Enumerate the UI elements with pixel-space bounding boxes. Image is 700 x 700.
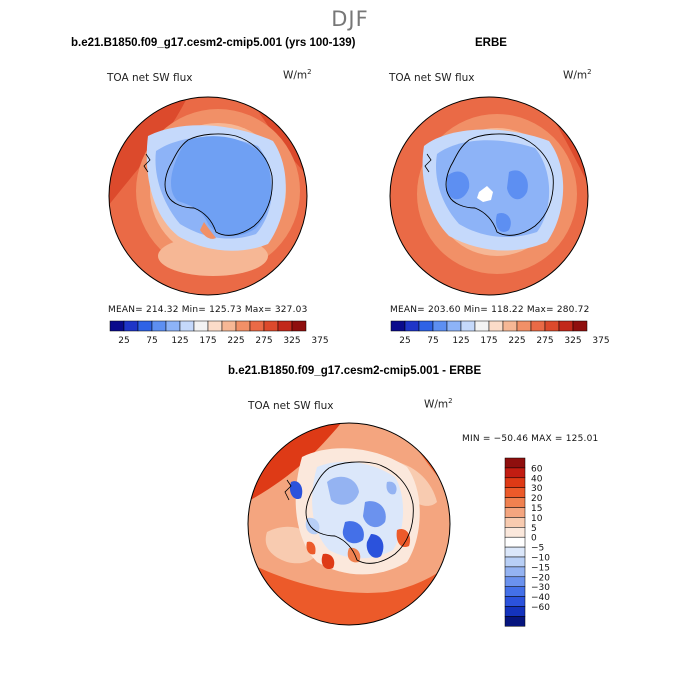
colorbar-swatch [530, 320, 546, 332]
colorbar-swatch [504, 507, 526, 518]
colorbar-swatch [165, 320, 181, 332]
colorbar-tick-label: 225 [227, 336, 244, 346]
colorbar-swatch [572, 320, 588, 332]
diff-panel-title: b.e21.B1850.f09_g17.cesm2-cmip5.001 - ER… [228, 365, 482, 377]
obs-variable-label: TOA net SW flux [389, 72, 475, 84]
colorbar-swatch [504, 566, 526, 578]
colorbar-swatch [504, 517, 526, 528]
colorbar-swatch [504, 487, 526, 498]
colorbar-swatch [249, 320, 265, 332]
colorbar-swatch [504, 546, 526, 558]
colorbar-swatch [207, 320, 223, 332]
colorbar-swatch [516, 320, 532, 332]
colorbar-tick-label: 75 [146, 336, 157, 346]
colorbar-swatch [137, 320, 153, 332]
season-title: DJF [331, 7, 369, 31]
colorbar-tick-label: 375 [592, 336, 609, 346]
colorbar-tick-label: −20 [531, 573, 550, 583]
colorbar-swatch [179, 320, 195, 332]
obs-colorbar: 25 75 125 175 225 275 325 375 [390, 320, 610, 346]
colorbar-swatch [263, 320, 279, 332]
obs-polar-map [389, 96, 589, 296]
colorbar-tick-label: 175 [480, 336, 497, 346]
colorbar-tick-label: 275 [536, 336, 553, 346]
obs-stats: MEAN= 203.60 Min= 118.22 Max= 280.72 [390, 305, 590, 315]
colorbar-swatch [291, 320, 307, 332]
colorbar-tick-label: 25 [399, 336, 410, 346]
colorbar-swatch [221, 320, 237, 332]
colorbar-tick-label: 125 [171, 336, 188, 346]
colorbar-tick-label: 0 [531, 534, 537, 544]
colorbar-tick-label: 325 [564, 336, 581, 346]
colorbar-tick-label: −40 [531, 593, 550, 603]
colorbar-tick-label: 175 [199, 336, 216, 346]
colorbar-swatch [504, 457, 526, 469]
colorbar-tick-label: 30 [531, 484, 543, 494]
colorbar-swatch [123, 320, 139, 332]
colorbar-tick-label: 275 [255, 336, 272, 346]
colorbar-swatch [432, 320, 448, 332]
colorbar-swatch [109, 320, 125, 332]
colorbar-swatch [558, 320, 574, 332]
colorbar-tick-label: 325 [283, 336, 300, 346]
colorbar-swatch [390, 320, 406, 332]
model-stats: MEAN= 214.32 Min= 125.73 Max= 327.03 [108, 305, 308, 315]
diff-units-label: W/m2 [424, 397, 453, 411]
colorbar-swatch [193, 320, 209, 332]
model-panel-title: b.e21.B1850.f09_g17.cesm2-cmip5.001 (yrs… [71, 37, 356, 49]
colorbar-tick-label: 40 [531, 474, 543, 484]
colorbar-tick-label: −10 [531, 554, 550, 564]
colorbar-tick-label: 60 [531, 464, 543, 474]
colorbar-swatch [504, 616, 526, 627]
colorbar-tick-label: 375 [311, 336, 328, 346]
colorbar-swatch [504, 596, 526, 607]
colorbar-swatch [418, 320, 434, 332]
colorbar-tick-label: 15 [531, 504, 542, 514]
colorbar-swatch [544, 320, 560, 332]
colorbar-swatch [504, 497, 526, 508]
colorbar-swatch [504, 527, 526, 538]
colorbar-tick-label: −15 [531, 563, 550, 573]
colorbar-swatch [504, 576, 526, 587]
colorbar-tick-label: −5 [531, 544, 544, 554]
obs-panel-title: ERBE [475, 37, 507, 49]
colorbar-swatch [504, 477, 526, 488]
diff-variable-label: TOA net SW flux [248, 400, 334, 412]
colorbar-tick-label: 75 [427, 336, 438, 346]
model-colorbar: 25 75 125 175 225 275 325 375 [109, 320, 329, 346]
diff-polar-map [247, 422, 451, 626]
colorbar-tick-label: 225 [508, 336, 525, 346]
model-units-label: W/m2 [283, 68, 312, 82]
colorbar-tick-label: 10 [531, 514, 543, 524]
colorbar-swatch [502, 320, 518, 332]
colorbar-swatch [504, 586, 526, 597]
colorbar-swatch [504, 467, 526, 479]
colorbar-swatch [277, 320, 293, 332]
colorbar-swatch [504, 536, 526, 548]
diff-stats: MIN = −50.46 MAX = 125.01 [462, 434, 599, 444]
colorbar-swatch [488, 320, 504, 332]
colorbar-swatch [474, 320, 490, 332]
colorbar-tick-label: 5 [531, 524, 537, 534]
model-polar-map [108, 96, 308, 296]
colorbar-tick-label: −30 [531, 583, 550, 593]
colorbar-swatch [151, 320, 167, 332]
colorbar-tick-label: 25 [118, 336, 129, 346]
colorbar-swatch [504, 556, 526, 568]
colorbar-swatch [504, 606, 526, 617]
colorbar-swatch [460, 320, 476, 332]
colorbar-swatch [404, 320, 420, 332]
obs-units-label: W/m2 [563, 68, 592, 82]
colorbar-swatch [446, 320, 462, 332]
colorbar-tick-label: −60 [531, 603, 550, 613]
model-variable-label: TOA net SW flux [107, 72, 193, 84]
colorbar-tick-label: 20 [531, 494, 543, 504]
colorbar-swatch [235, 320, 251, 332]
colorbar-tick-label: 125 [452, 336, 469, 346]
